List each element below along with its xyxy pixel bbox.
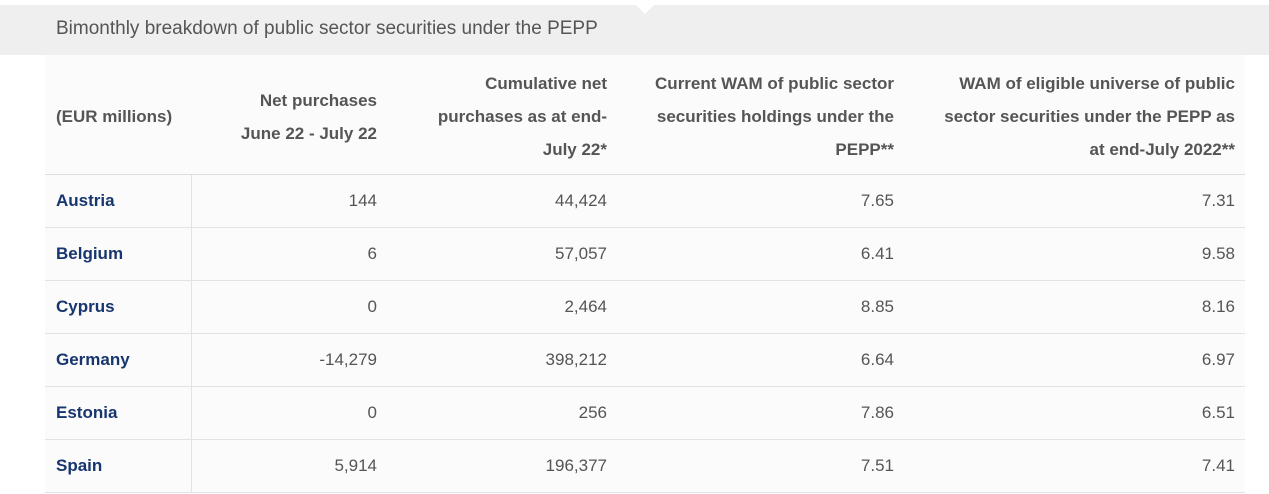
pepp-table: (EUR millions) Net purchases June 22 - J… — [45, 55, 1245, 493]
table-row: Estonia 0 256 7.86 6.51 — [45, 386, 1245, 440]
current-wam-cell: 8.85 — [617, 280, 904, 334]
current-wam-cell: 6.41 — [617, 227, 904, 281]
net-purchases-cell: 0 — [191, 386, 387, 440]
country-link[interactable]: Spain — [45, 439, 192, 493]
net-purchases-cell: 144 — [191, 174, 387, 228]
country-link[interactable]: Belgium — [45, 227, 192, 281]
cumulative-cell: 44,424 — [387, 174, 617, 228]
header-net-purchases: Net purchases June 22 - July 22 — [191, 55, 387, 175]
cumulative-cell: 57,057 — [387, 227, 617, 281]
current-wam-cell: 6.64 — [617, 333, 904, 387]
net-purchases-cell: 0 — [191, 280, 387, 334]
eligible-wam-cell: 7.41 — [904, 439, 1245, 493]
table-row: Cyprus 0 2,464 8.85 8.16 — [45, 280, 1245, 334]
table-row: Austria 144 44,424 7.65 7.31 — [45, 174, 1245, 228]
current-wam-cell: 7.51 — [617, 439, 904, 493]
header-eligible-wam: WAM of eligible universe of public secto… — [904, 55, 1245, 175]
country-link[interactable]: Cyprus — [45, 280, 192, 334]
eligible-wam-cell: 6.97 — [904, 333, 1245, 387]
current-wam-cell: 7.65 — [617, 174, 904, 228]
cumulative-cell: 196,377 — [387, 439, 617, 493]
title-band — [0, 5, 1269, 55]
notch-indicator — [636, 5, 654, 14]
country-link[interactable]: Germany — [45, 333, 192, 387]
table-row: Belgium 6 57,057 6.41 9.58 — [45, 227, 1245, 281]
eligible-wam-cell: 7.31 — [904, 174, 1245, 228]
eligible-wam-cell: 8.16 — [904, 280, 1245, 334]
table-row: Germany -14,279 398,212 6.64 6.97 — [45, 333, 1245, 387]
header-cumulative: Cumulative net purchases as at end-July … — [387, 55, 617, 175]
net-purchases-cell: 6 — [191, 227, 387, 281]
cumulative-cell: 2,464 — [387, 280, 617, 334]
cumulative-cell: 398,212 — [387, 333, 617, 387]
header-row: (EUR millions) Net purchases June 22 - J… — [45, 55, 1245, 175]
header-unit: (EUR millions) — [45, 55, 191, 175]
table-title: Bimonthly breakdown of public sector sec… — [56, 18, 598, 39]
header-current-wam: Current WAM of public sector securities … — [617, 55, 904, 175]
country-link[interactable]: Austria — [45, 174, 192, 228]
eligible-wam-cell: 9.58 — [904, 227, 1245, 281]
net-purchases-cell: 5,914 — [191, 439, 387, 493]
data-table-container: (EUR millions) Net purchases June 22 - J… — [45, 55, 1245, 493]
net-purchases-cell: -14,279 — [191, 333, 387, 387]
cumulative-cell: 256 — [387, 386, 617, 440]
eligible-wam-cell: 6.51 — [904, 386, 1245, 440]
current-wam-cell: 7.86 — [617, 386, 904, 440]
table-row: Spain 5,914 196,377 7.51 7.41 — [45, 439, 1245, 493]
country-link[interactable]: Estonia — [45, 386, 192, 440]
